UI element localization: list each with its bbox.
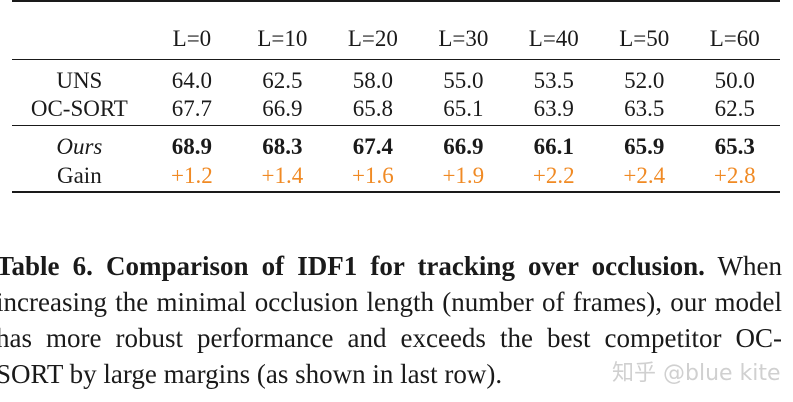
row-label: Ours [12, 125, 147, 160]
gain-cell: +1.4 [237, 160, 328, 193]
table-cell: 55.0 [443, 67, 484, 93]
table-row-ours: Ours 68.9 68.3 67.4 66.9 66.1 65.9 65.3 [12, 125, 780, 160]
table-cell: 65.3 [689, 125, 780, 160]
gain-cell: +1.6 [327, 160, 419, 193]
table-row-gain: Gain +1.2 +1.4 +1.6 +1.9 +2.2 +2.4 +2.8 [12, 160, 780, 193]
row-label: UNS [56, 67, 103, 93]
gain-cell: +1.9 [418, 160, 509, 193]
table-cell: 63.5 [624, 96, 665, 122]
gain-cell: +2.2 [508, 160, 600, 193]
table-row-uns: UNS 64.0 62.5 58.0 55.0 53.5 52.0 50.0 [12, 59, 780, 94]
column-header: L=60 [689, 0, 780, 60]
table-caption: Table 6. Comparison of IDF1 for tracking… [0, 248, 782, 392]
table-cell: 62.5 [714, 96, 755, 122]
results-table: L=0 L=10 L=20 L=30 L=40 L=50 L=60 UNS 64… [12, 0, 780, 193]
table-cell: 67.4 [327, 125, 419, 160]
caption-label: Table 6. [0, 251, 93, 281]
table-cell: 67.7 [171, 96, 213, 122]
column-header: L=10 [237, 0, 328, 60]
gain-cell: +2.8 [689, 160, 780, 193]
table-cell: 53.5 [533, 67, 574, 93]
table-cell: 65.1 [443, 96, 484, 122]
row-label: OC-SORT [30, 96, 128, 122]
table-header-row: L=0 L=10 L=20 L=30 L=40 L=50 L=60 [12, 0, 780, 60]
table-cell: 50.0 [714, 67, 755, 93]
table-cell: 65.9 [599, 125, 690, 160]
table-cell: 64.0 [171, 67, 213, 93]
table-cell: 66.9 [262, 96, 303, 122]
column-header: L=20 [327, 0, 419, 60]
column-header: L=30 [418, 0, 509, 60]
column-header: L=50 [599, 0, 690, 60]
column-header: L=0 [146, 0, 238, 60]
table-cell: 58.0 [352, 67, 393, 93]
column-header: L=40 [508, 0, 600, 60]
table-cell: 65.8 [352, 96, 393, 122]
table-cell: 62.5 [262, 67, 303, 93]
table-cell: 52.0 [624, 67, 665, 93]
header-empty-cell [12, 0, 147, 60]
caption-body: When increasing the minimal occlusion le… [0, 251, 782, 389]
table-cell: 63.9 [533, 96, 574, 122]
table-row-oc-sort: OC-SORT 67.7 66.9 65.8 65.1 63.9 63.5 62… [12, 94, 780, 126]
row-label: Gain [12, 160, 147, 193]
table-cell: 68.3 [237, 125, 328, 160]
table-cell: 66.1 [508, 125, 600, 160]
gain-cell: +2.4 [599, 160, 690, 193]
table-cell: 66.9 [418, 125, 509, 160]
caption-title: Comparison of IDF1 for tracking over occ… [106, 251, 705, 281]
table-cell: 68.9 [146, 125, 238, 160]
gain-cell: +1.2 [146, 160, 238, 193]
